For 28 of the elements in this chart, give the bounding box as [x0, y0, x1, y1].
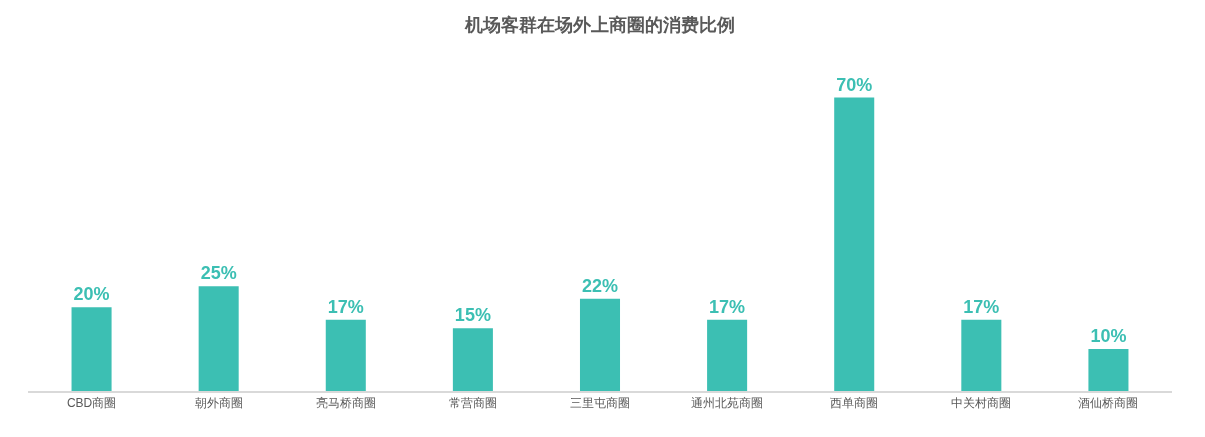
data-label: 17%	[327, 296, 364, 317]
data-label: 70%	[836, 74, 873, 95]
x-tick-label: 三里屯商圈	[570, 396, 630, 411]
x-tick-label: CBD商圈	[66, 396, 117, 411]
bar	[325, 319, 366, 391]
data-label: 25%	[200, 263, 237, 284]
x-tick-label: 中关村商圈	[951, 396, 1012, 411]
data-label: 10%	[1090, 326, 1127, 347]
data-label: 20%	[73, 284, 110, 305]
x-tick-label: 朝外商圈	[194, 396, 243, 411]
bar	[834, 97, 875, 391]
bar	[1088, 349, 1129, 391]
x-tick-label: 常营商圈	[448, 396, 497, 411]
chart-title: 机场客群在场外上商圈的消费比例	[464, 15, 735, 36]
x-tick-label: 西单商圈	[830, 396, 879, 411]
bar	[961, 319, 1002, 391]
bar	[707, 319, 748, 391]
bar	[71, 307, 112, 391]
bar	[579, 298, 621, 391]
bar	[452, 328, 493, 391]
x-tick-label: 亮马桥商圈	[315, 396, 376, 411]
data-label: 22%	[581, 275, 619, 296]
x-tick-label: 通州北苑商圈	[691, 396, 764, 411]
data-label: 17%	[963, 296, 1000, 317]
data-label: 15%	[454, 305, 491, 326]
x-tick-label: 酒仙桥商圈	[1078, 396, 1139, 411]
data-label: 17%	[709, 296, 746, 317]
bar	[198, 286, 239, 391]
